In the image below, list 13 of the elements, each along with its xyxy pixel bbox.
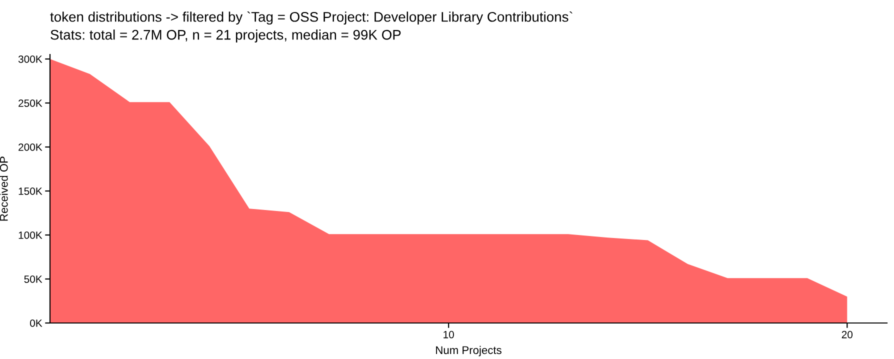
y-tick-label: 250K <box>18 100 42 107</box>
y-tick-label: 100K <box>18 232 42 239</box>
y-tick-label: 150K <box>18 188 42 195</box>
y-axis-title: Received OP <box>0 156 8 221</box>
x-tick-label: 20 <box>842 330 853 338</box>
x-axis-title: Num Projects <box>436 346 502 356</box>
y-tick-label: 50K <box>24 276 42 283</box>
y-tick-label: 200K <box>18 144 42 151</box>
y-tick-label: 300K <box>18 56 42 63</box>
y-tick-label: 0K <box>30 320 42 327</box>
chart-subtitle: Stats: total = 2.7M OP, n = 21 projects, median = 99K OP <box>50 30 401 42</box>
x-tick-label: 10 <box>444 330 454 338</box>
chart-title: token distributions -> filtered by `Tag = OSS Project: Developer Library Contributions` <box>50 11 572 25</box>
